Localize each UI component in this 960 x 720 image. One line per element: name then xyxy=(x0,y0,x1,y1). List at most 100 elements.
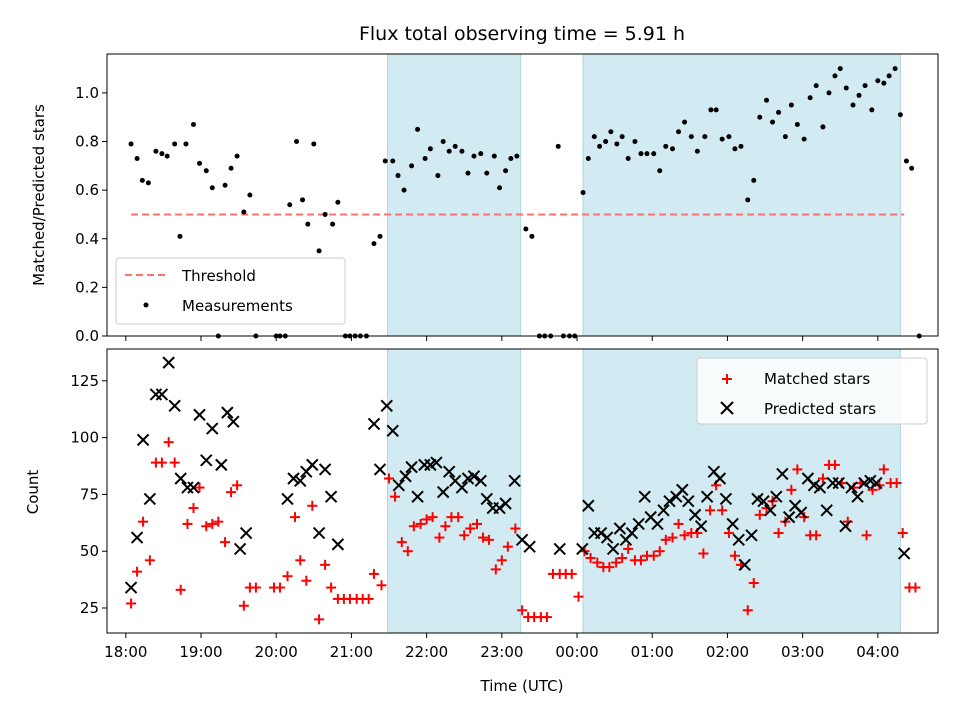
predicted-x-b xyxy=(174,472,187,485)
measurement-point xyxy=(619,134,625,140)
matched-stars-point xyxy=(390,491,401,502)
measurement-point xyxy=(134,156,140,162)
predicted-x-b xyxy=(644,510,657,524)
predicted-x-b xyxy=(606,542,620,556)
matched-stars-point xyxy=(201,521,212,532)
predicted-x-b xyxy=(751,492,764,506)
measurement-point xyxy=(514,153,520,159)
measurement-point xyxy=(603,139,609,145)
predicted-x-b xyxy=(782,510,796,524)
predicted-x-b xyxy=(480,492,493,506)
predicted-stars-point xyxy=(187,481,200,494)
predicted-stars-point xyxy=(442,465,456,478)
measurement-point xyxy=(172,141,178,147)
predicted-x-b xyxy=(411,490,424,503)
measurement-point xyxy=(832,73,838,79)
measurement-point xyxy=(843,85,849,91)
measurement-point xyxy=(415,126,421,132)
top-shaded-interval-0 xyxy=(387,53,522,337)
predicted-x-b xyxy=(688,508,702,522)
predicted-x-b xyxy=(281,492,294,506)
predicted-x-b xyxy=(367,417,381,431)
matched-stars-point xyxy=(396,537,407,548)
measurement-point xyxy=(869,107,875,113)
predicted-stars-point xyxy=(386,424,399,437)
matched-stars-point xyxy=(427,512,438,523)
predicted-x-b xyxy=(436,485,450,499)
top-panel: 0.0 0.2 0.4 0.6 0.8 1.0 xyxy=(75,53,939,345)
threshold-legend-label: Threshold xyxy=(181,267,256,285)
matched-stars-point xyxy=(502,541,513,552)
predicted-x-b xyxy=(508,474,521,487)
predicted-x-b xyxy=(870,476,883,490)
matched-legend-label: Matched stars xyxy=(764,370,870,388)
predicted-stars-point xyxy=(233,542,247,556)
predicted-stars-point xyxy=(582,499,595,512)
matched-stars-point xyxy=(368,568,379,579)
predicted-stars-point xyxy=(776,467,789,481)
predicted-x-b xyxy=(839,520,852,533)
measurement-point xyxy=(638,151,644,157)
predicted-x-b xyxy=(600,531,614,544)
predicted-stars-point xyxy=(738,558,751,572)
predicted-x-b xyxy=(155,388,169,401)
x-tick-label: 20:00 xyxy=(255,643,298,661)
predicted-legend-swatch xyxy=(720,401,734,415)
predicted-x-b xyxy=(523,540,536,553)
measurement-point xyxy=(222,182,228,188)
predicted-x-b xyxy=(682,495,695,508)
predicted-stars-point xyxy=(380,399,393,413)
predicted-stars-point xyxy=(757,495,770,508)
measurement-point xyxy=(585,156,591,162)
measurement-point xyxy=(751,177,757,183)
predicted-x-b xyxy=(632,517,645,531)
measurement-point xyxy=(670,146,676,152)
predicted-x-b xyxy=(380,399,393,413)
measurement-point xyxy=(228,165,234,171)
matched-stars-point xyxy=(307,500,318,511)
measurement-point xyxy=(427,146,433,152)
predicted-stars-point xyxy=(430,456,443,469)
matched-stars-point xyxy=(320,559,331,570)
predicted-stars-point xyxy=(553,542,566,556)
predicted-stars-point xyxy=(638,490,651,503)
measurement-point xyxy=(886,73,892,79)
measurement-point xyxy=(234,153,240,159)
predicted-stars-point xyxy=(508,474,521,487)
measurement-point xyxy=(826,90,832,96)
predicted-stars-point xyxy=(499,497,512,510)
predicted-stars-point xyxy=(700,490,714,503)
predicted-stars-point xyxy=(221,406,234,419)
measurement-point xyxy=(446,148,452,154)
measurement-point xyxy=(311,141,317,147)
matched-stars-point xyxy=(290,512,301,523)
predicted-stars-point xyxy=(467,470,481,483)
predicted-stars-point xyxy=(820,504,833,517)
x-tick-label: 02:00 xyxy=(706,643,749,661)
predicted-stars-point xyxy=(124,581,138,594)
matched-stars-point xyxy=(169,457,180,468)
measurement-point xyxy=(757,114,763,120)
predicted-x-b xyxy=(801,472,815,485)
measurement-point xyxy=(644,151,650,157)
measurement-point xyxy=(465,170,471,176)
matched-stars-point xyxy=(654,546,665,557)
measurement-point xyxy=(632,139,638,145)
top-shaded-interval-1 xyxy=(582,53,901,337)
predicted-stars-point xyxy=(493,501,506,515)
measurement-point xyxy=(738,143,744,149)
top-y-tick-label: 0.6 xyxy=(75,181,99,199)
matched-stars-point xyxy=(376,580,387,591)
predicted-x-b xyxy=(764,504,777,517)
predicted-x-b xyxy=(143,492,157,506)
measurement-point xyxy=(608,129,614,135)
predicted-stars-point xyxy=(312,526,326,540)
predicted-stars-point xyxy=(523,540,536,553)
predicted-x-b xyxy=(694,520,708,533)
measurement-point xyxy=(371,241,377,247)
matched-stars-point xyxy=(415,518,426,529)
measurement-point xyxy=(452,143,458,149)
matched-stars-point xyxy=(188,503,199,514)
predicted-x-b xyxy=(515,533,529,547)
predicted-stars-point xyxy=(897,547,911,560)
